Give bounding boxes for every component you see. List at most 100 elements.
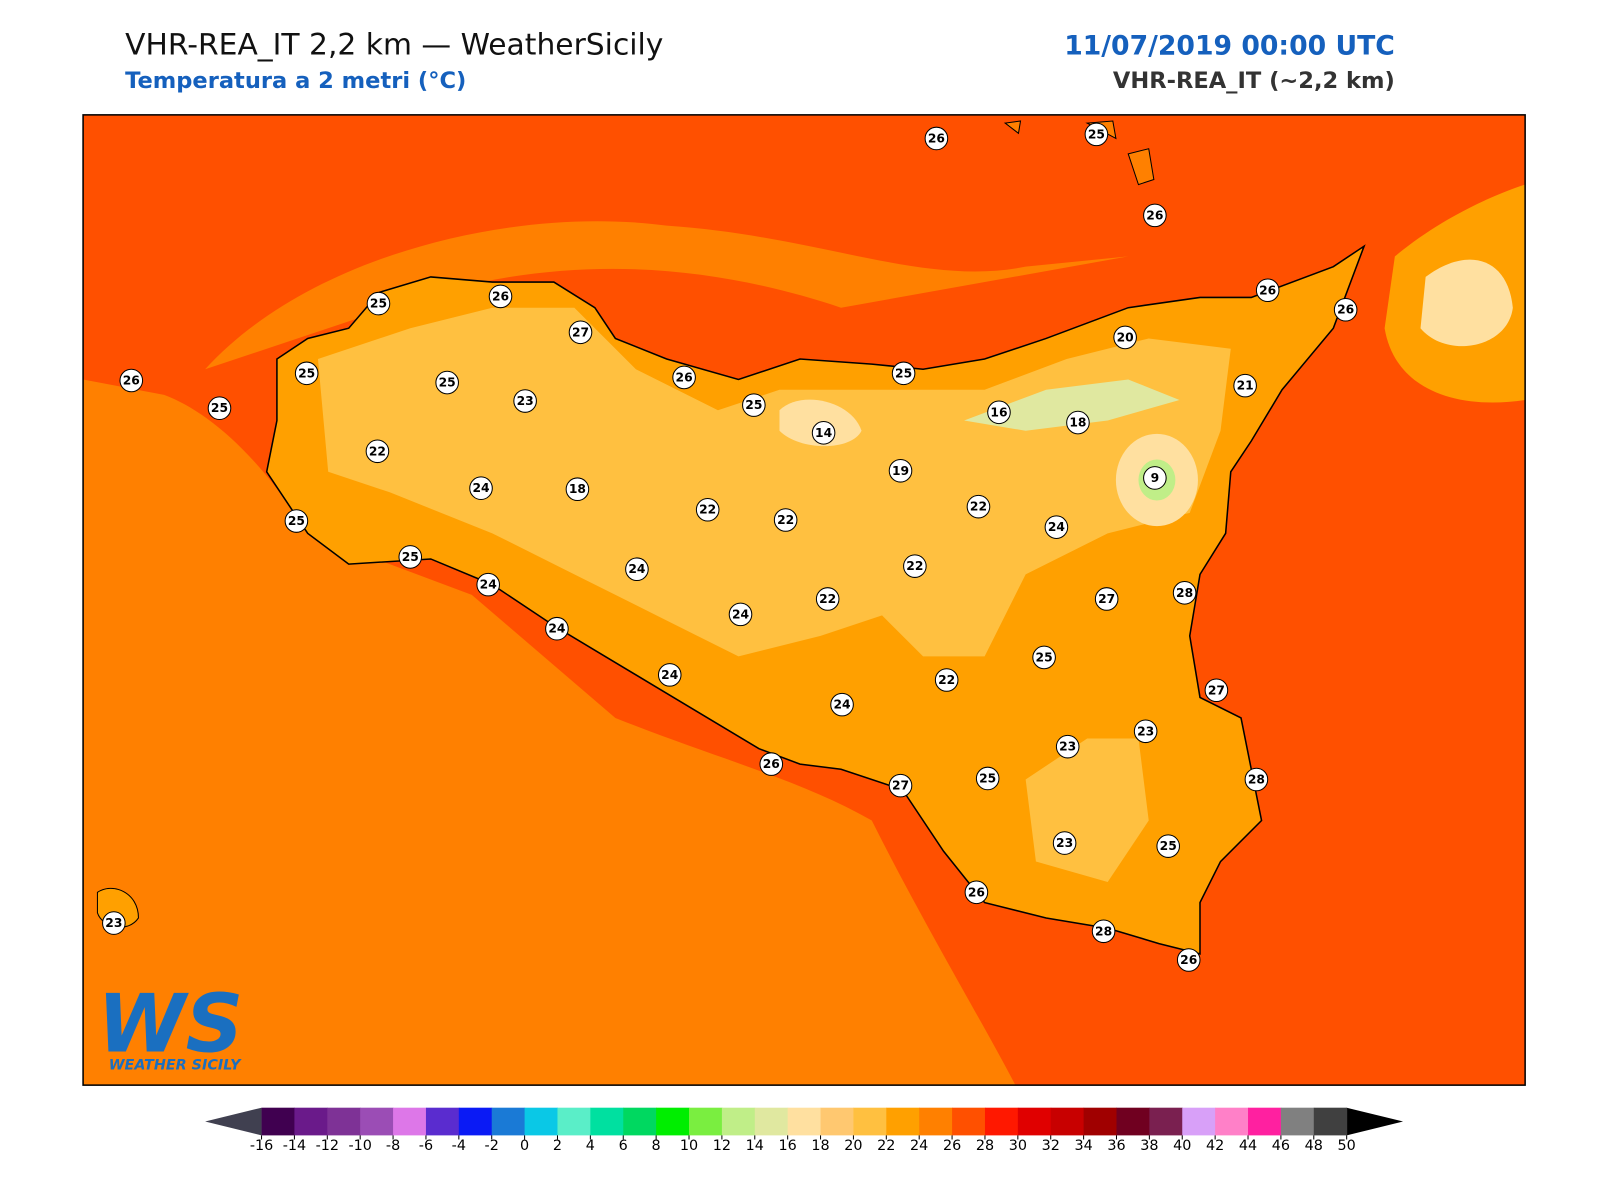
station: 24 — [476, 572, 500, 597]
station: 24 — [657, 663, 682, 687]
station-value: 23 — [517, 394, 534, 408]
colorbar: -16 -14 -12 -10 -8 -6 -4 -2 0 2 4 6 8 10 12 14 16 18 20 22 2… — [205, 1107, 1404, 1154]
station: 25 — [284, 509, 309, 533]
station: 28 — [1244, 767, 1269, 792]
station-value: 26 — [1180, 953, 1197, 967]
station: 26 — [964, 880, 989, 905]
colorbar-swatch — [327, 1107, 361, 1136]
station: 26 — [1143, 203, 1167, 228]
station: 26 — [488, 284, 513, 309]
station: 27 — [1094, 587, 1119, 611]
station-value: 27 — [1098, 592, 1115, 606]
colorbar-tick-label: 24 — [910, 1138, 928, 1154]
station-value: 26 — [123, 374, 140, 388]
colorbar-swatch — [524, 1107, 558, 1136]
station: 27 — [568, 320, 593, 345]
station-value: 14 — [815, 426, 832, 440]
station-value: 24 — [480, 578, 497, 592]
colorbar-tick-label: -14 — [283, 1138, 306, 1154]
colorbar-tick-label: -10 — [348, 1138, 371, 1154]
colorbar-swatch — [754, 1107, 789, 1136]
station-value: 25 — [402, 550, 419, 564]
station-value: 24 — [1048, 520, 1065, 534]
colorbar-swatch — [1215, 1107, 1249, 1136]
station-marker — [811, 421, 836, 445]
station-value: 16 — [990, 405, 1007, 419]
station-marker — [672, 365, 696, 390]
station-marker — [830, 692, 854, 717]
station: 25 — [435, 370, 459, 395]
station-marker — [365, 439, 390, 464]
station: 25 — [891, 361, 916, 386]
station-marker — [1255, 278, 1280, 303]
station-marker — [888, 458, 913, 483]
station: 21 — [1233, 373, 1257, 398]
frame — [82, 114, 1526, 1086]
station: 22 — [773, 508, 798, 532]
station-value: 26 — [928, 131, 945, 145]
station: 25 — [1084, 122, 1109, 147]
colorbar-swatch — [590, 1107, 624, 1136]
colorbar-tick-label: 34 — [1074, 1138, 1092, 1154]
station-value: 26 — [763, 757, 780, 771]
station-value: 18 — [569, 482, 586, 496]
station: 22 — [966, 494, 991, 519]
colorbar-swatch — [557, 1107, 591, 1136]
station-value: 27 — [572, 325, 589, 339]
station-value: 22 — [906, 559, 923, 573]
colorbar-swatch — [952, 1107, 986, 1136]
station-value: 28 — [1176, 586, 1193, 600]
colorbar-swatch — [984, 1107, 1019, 1136]
colorbar-tick-label: 22 — [877, 1138, 895, 1154]
colorbar-tick-label: -4 — [452, 1138, 466, 1154]
colorbar-tick-label: 36 — [1107, 1138, 1125, 1154]
sea-plume — [205, 221, 1129, 370]
colorbar-swatch — [1248, 1107, 1282, 1136]
station-marker — [488, 284, 513, 309]
station: 25 — [398, 545, 423, 569]
station: 20 — [1113, 325, 1137, 350]
colorbar-tick-label: 18 — [811, 1138, 829, 1154]
station: 22 — [695, 497, 720, 522]
station-marker — [435, 370, 459, 395]
colorbar-swatch — [853, 1107, 887, 1136]
colorbar-swatch — [656, 1107, 690, 1136]
station-marker — [1176, 948, 1201, 972]
station-marker — [1084, 122, 1109, 147]
colorbar-tick-label: 8 — [652, 1138, 661, 1154]
station-marker — [657, 663, 682, 687]
station: 22 — [365, 439, 390, 464]
station-value: 26 — [492, 289, 509, 303]
station-value: 23 — [1059, 740, 1076, 754]
station-value: 28 — [1248, 772, 1265, 786]
station: 26 — [924, 126, 949, 151]
colorbar-tick-label: 0 — [520, 1138, 529, 1154]
station-marker — [1052, 831, 1077, 855]
station: 23 — [1133, 719, 1158, 744]
colorbar-tick-label: 40 — [1173, 1138, 1191, 1154]
colorbar-swatch — [1050, 1107, 1085, 1136]
colorbar-tick-label: 14 — [746, 1138, 764, 1154]
station-value: 18 — [1069, 416, 1086, 430]
station: 25 — [975, 766, 1000, 791]
colorbar-tick-label: -12 — [316, 1138, 339, 1154]
station-value: 25 — [1088, 127, 1105, 141]
colorbar-tick-label: -16 — [250, 1138, 273, 1154]
station-marker — [1172, 581, 1197, 605]
station-value: 27 — [892, 779, 909, 793]
station-value: 28 — [1095, 924, 1112, 938]
station-marker — [742, 393, 766, 417]
colorbar-swatch — [261, 1107, 295, 1136]
colorbar-tick-label: 38 — [1140, 1138, 1158, 1154]
station: 26 — [759, 752, 784, 776]
station: 22 — [903, 554, 927, 578]
interior — [317, 307, 1231, 657]
colorbar-tick-label: 4 — [586, 1138, 595, 1154]
colorbar-tick-label: 16 — [779, 1138, 797, 1154]
station-marker — [476, 572, 500, 597]
calabria-high — [1420, 259, 1513, 347]
station: 23 — [1052, 831, 1077, 855]
colorbar-swatch — [393, 1107, 427, 1136]
station-value: 24 — [732, 607, 749, 621]
station-value: 24 — [472, 481, 489, 495]
